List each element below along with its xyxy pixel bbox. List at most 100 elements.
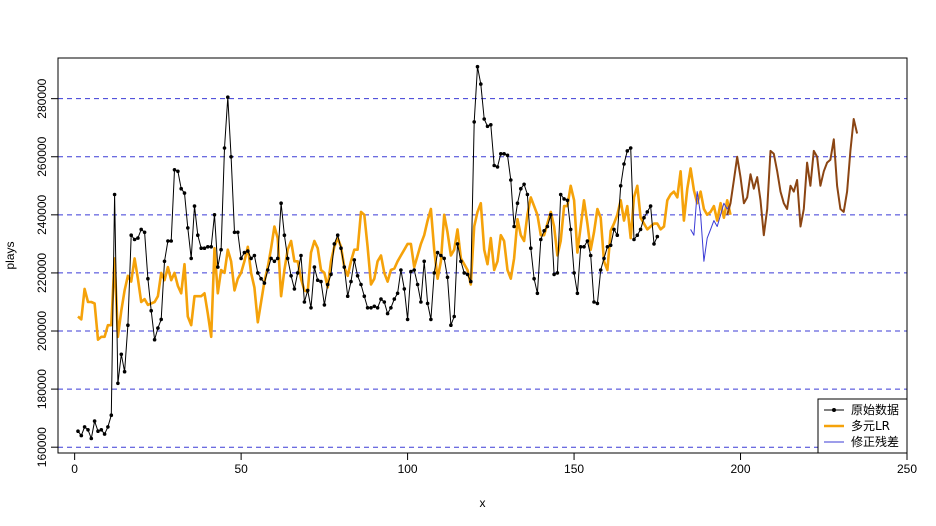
plot-series xyxy=(76,64,859,441)
x-tick-label: 100 xyxy=(398,462,418,476)
data-point xyxy=(462,271,467,275)
data-point xyxy=(389,306,393,310)
data-point xyxy=(226,95,230,99)
y-tick-label: 220000 xyxy=(35,253,49,293)
data-point xyxy=(432,271,437,275)
data-point xyxy=(272,259,277,264)
data-point xyxy=(452,314,457,319)
legend-label: 修正残差 xyxy=(851,434,899,449)
data-point xyxy=(638,227,643,232)
data-point xyxy=(116,381,120,386)
data-point xyxy=(429,317,433,322)
data-point xyxy=(176,169,180,174)
data-point xyxy=(385,311,390,316)
data-point xyxy=(502,152,506,156)
data-point xyxy=(246,249,250,253)
data-point xyxy=(242,250,247,255)
data-point xyxy=(92,419,97,423)
data-point xyxy=(232,230,237,235)
data-point xyxy=(402,287,407,291)
data-point xyxy=(342,265,347,269)
data-point xyxy=(322,303,327,307)
data-point xyxy=(292,287,297,291)
y-tick-label: 280000 xyxy=(35,78,49,118)
data-point xyxy=(542,229,546,233)
data-point xyxy=(625,149,630,153)
data-point xyxy=(289,274,293,278)
x-tick-label: 150 xyxy=(564,462,584,476)
data-point xyxy=(565,198,570,203)
data-point xyxy=(575,291,580,296)
data-point xyxy=(499,152,503,156)
data-point xyxy=(369,306,373,310)
data-point xyxy=(266,268,270,272)
data-point xyxy=(295,271,300,275)
data-point xyxy=(299,253,303,258)
x-tick-label: 200 xyxy=(731,462,751,476)
data-point xyxy=(239,256,243,261)
data-point xyxy=(582,245,586,249)
data-point xyxy=(259,276,263,281)
data-point xyxy=(439,253,443,258)
data-point xyxy=(222,146,227,150)
data-point xyxy=(549,213,553,217)
data-point xyxy=(312,265,317,269)
data-point xyxy=(252,253,257,258)
data-point xyxy=(146,276,150,281)
data-point xyxy=(212,213,217,217)
data-point xyxy=(605,245,610,249)
data-point xyxy=(435,250,440,255)
data-point xyxy=(365,306,370,310)
data-point xyxy=(375,306,380,310)
data-point xyxy=(445,275,450,280)
data-point xyxy=(635,233,640,237)
data-point xyxy=(465,272,470,277)
data-point xyxy=(216,265,220,269)
data-point xyxy=(282,233,287,237)
data-point xyxy=(275,256,280,261)
data-point xyxy=(262,281,267,285)
data-point xyxy=(485,124,490,129)
data-point xyxy=(249,256,253,261)
series-corrected-residual-line xyxy=(690,191,731,262)
data-point xyxy=(608,243,613,248)
data-point xyxy=(399,268,403,272)
data-point xyxy=(209,245,213,249)
data-point xyxy=(472,120,477,124)
legend-label: 原始数据 xyxy=(851,402,899,417)
data-point xyxy=(255,271,260,275)
data-point xyxy=(102,432,107,436)
data-point xyxy=(442,256,447,261)
legend-label: 多元LR xyxy=(851,419,890,433)
data-point xyxy=(552,272,556,277)
data-point xyxy=(285,256,290,261)
data-point xyxy=(612,227,616,232)
data-point xyxy=(219,247,223,252)
data-point xyxy=(229,155,233,159)
data-point xyxy=(279,201,283,205)
series-multi-lr-line xyxy=(77,167,732,341)
data-point xyxy=(169,239,173,243)
y-tick-label: 200000 xyxy=(35,311,49,351)
data-point xyxy=(79,433,84,438)
data-point xyxy=(166,239,170,243)
data-point xyxy=(595,301,600,306)
data-point xyxy=(558,192,563,197)
data-point xyxy=(519,186,523,191)
data-point xyxy=(588,253,593,258)
data-point xyxy=(76,429,80,434)
data-point xyxy=(642,215,646,220)
data-point xyxy=(585,239,590,243)
data-point xyxy=(395,291,400,296)
data-point xyxy=(126,323,130,328)
y-axis-title: plays xyxy=(3,241,17,269)
data-point xyxy=(505,153,510,158)
data-point xyxy=(372,304,377,309)
x-tick-label: 250 xyxy=(897,462,917,476)
data-point xyxy=(412,268,417,272)
data-point xyxy=(192,204,197,208)
data-point xyxy=(459,259,463,264)
data-point xyxy=(482,117,487,121)
data-point xyxy=(379,297,383,301)
